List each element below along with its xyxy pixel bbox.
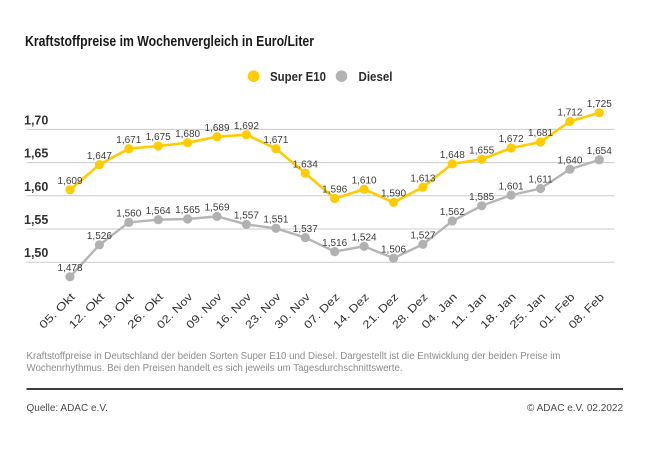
svg-text:1,681: 1,681 <box>528 128 553 139</box>
svg-text:1,527: 1,527 <box>410 231 435 242</box>
svg-text:1,70: 1,70 <box>24 113 48 127</box>
svg-text:1,613: 1,613 <box>410 173 435 184</box>
svg-text:1,692: 1,692 <box>234 121 259 132</box>
svg-text:Kraftstoffpreise in Deutschlan: Kraftstoffpreise in Deutschland der beid… <box>27 351 561 362</box>
svg-text:1,610: 1,610 <box>352 175 377 186</box>
svg-text:Kraftstoffpreise im Wochenverg: Kraftstoffpreise im Wochenvergleich in E… <box>25 33 314 50</box>
svg-text:1,562: 1,562 <box>440 207 465 218</box>
svg-text:1,609: 1,609 <box>57 176 82 187</box>
svg-text:1,478: 1,478 <box>57 263 82 274</box>
svg-text:1,65: 1,65 <box>24 147 48 161</box>
svg-text:1,634: 1,634 <box>293 159 318 170</box>
svg-text:1,689: 1,689 <box>204 123 229 134</box>
svg-text:1,565: 1,565 <box>175 205 200 216</box>
svg-text:1,590: 1,590 <box>381 189 406 200</box>
svg-text:© ADAC e.V. 02.2022: © ADAC e.V. 02.2022 <box>527 403 623 414</box>
svg-text:1,557: 1,557 <box>234 211 259 222</box>
svg-text:1,526: 1,526 <box>87 231 112 242</box>
svg-text:1,537: 1,537 <box>293 224 318 235</box>
svg-text:1,648: 1,648 <box>440 150 465 161</box>
svg-text:1,551: 1,551 <box>263 215 288 226</box>
svg-text:1,611: 1,611 <box>528 175 553 186</box>
svg-text:1,524: 1,524 <box>352 233 377 244</box>
svg-text:1,564: 1,564 <box>146 206 171 217</box>
svg-text:1,671: 1,671 <box>116 135 141 146</box>
svg-text:1,516: 1,516 <box>322 238 347 249</box>
svg-text:1,680: 1,680 <box>175 129 200 140</box>
svg-text:Quelle: ADAC e.V.: Quelle: ADAC e.V. <box>27 403 108 414</box>
svg-text:1,672: 1,672 <box>499 134 524 145</box>
svg-text:1,596: 1,596 <box>322 185 347 196</box>
svg-text:1,506: 1,506 <box>381 244 406 255</box>
svg-text:1,725: 1,725 <box>587 99 612 110</box>
svg-text:1,640: 1,640 <box>557 155 582 166</box>
svg-text:Wochenrhythmus. Bei den Preise: Wochenrhythmus. Bei den Preisen handelt … <box>27 363 403 374</box>
svg-text:1,671: 1,671 <box>263 135 288 146</box>
svg-text:1,60: 1,60 <box>24 180 48 194</box>
svg-text:1,675: 1,675 <box>146 132 171 143</box>
svg-text:1,585: 1,585 <box>469 192 494 203</box>
svg-text:1,712: 1,712 <box>557 108 582 119</box>
svg-text:Diesel: Diesel <box>359 69 393 84</box>
svg-text:1,654: 1,654 <box>587 146 612 157</box>
svg-text:1,655: 1,655 <box>469 146 494 157</box>
svg-text:1,55: 1,55 <box>24 213 48 227</box>
svg-text:1,601: 1,601 <box>499 181 524 192</box>
svg-text:1,560: 1,560 <box>116 209 141 220</box>
svg-text:1,569: 1,569 <box>204 203 229 214</box>
svg-text:Super E10: Super E10 <box>270 69 326 84</box>
svg-text:1,50: 1,50 <box>24 246 48 260</box>
svg-text:1,647: 1,647 <box>87 151 112 162</box>
